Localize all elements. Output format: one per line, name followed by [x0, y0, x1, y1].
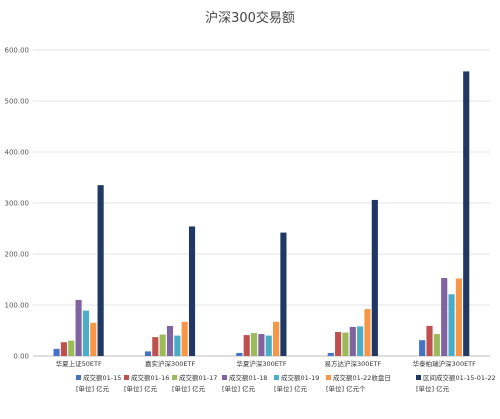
bar [243, 335, 250, 356]
bar [364, 309, 371, 356]
bar [455, 278, 462, 356]
legend-unit: [单位] 亿元 [416, 384, 450, 393]
bar [75, 299, 82, 356]
y-tick-label: 500.00 [5, 98, 30, 106]
bar [265, 335, 272, 356]
legend-label: 成交额01-19 [281, 373, 319, 382]
bar [90, 322, 97, 356]
legend-unit: [单位] 亿元 [222, 384, 256, 393]
y-tick-label: 100.00 [5, 302, 30, 310]
bar [53, 348, 60, 356]
bar [433, 334, 440, 356]
y-tick-label: 200.00 [5, 251, 30, 259]
bar [463, 71, 470, 357]
x-axis-categories: 华夏上证50ETF 嘉实沪深300ETF 华夏沪深300ETF 易方达沪深300ETF… [56, 359, 477, 368]
y-axis-ticks: 0.00 100.00 200.00 300.00 400.00 500.00 600.00 [5, 47, 30, 361]
legend-unit: [单位] 亿元 [172, 384, 206, 393]
legend-label: 成交额01-22收盘日 [333, 373, 391, 382]
bar [258, 334, 265, 356]
bar [419, 340, 426, 356]
grid-lines [33, 49, 490, 357]
y-tick-label: 400.00 [5, 149, 30, 157]
bars [53, 71, 470, 357]
bar [159, 334, 166, 356]
bar [371, 199, 378, 356]
bar [280, 232, 287, 356]
bar [152, 337, 159, 356]
bar [441, 277, 448, 356]
legend-label: 成交额01-15 [83, 373, 121, 382]
bar [236, 352, 243, 356]
bar [335, 332, 342, 356]
bar [250, 333, 258, 356]
bar [68, 340, 75, 356]
bar [349, 326, 356, 356]
x-category-label: 易方达沪深300ETF [325, 359, 382, 368]
y-tick-label: 0.00 [13, 353, 29, 361]
x-category-label: 华夏沪深300ETF [236, 359, 286, 368]
bar [166, 325, 174, 356]
legend-swatch [416, 375, 421, 380]
x-category-label: 华夏上证50ETF [56, 359, 102, 368]
x-category-label: 华泰柏瑞沪深300ETF [413, 359, 476, 368]
legend-label: 区间成交额01-15-01-22 [423, 373, 496, 382]
bar [174, 335, 181, 356]
legend-unit: [单位] 亿元 [76, 384, 110, 393]
y-tick-label: 300.00 [5, 200, 30, 208]
legend-swatch [76, 375, 81, 380]
chart-title: 沪深300交易额 [205, 10, 295, 26]
x-category-label: 嘉实沪深300ETF [145, 359, 195, 368]
legend-label: 成交额01-16 [131, 373, 169, 382]
bar [357, 326, 364, 356]
bar [426, 325, 433, 356]
y-tick-label: 600.00 [5, 47, 30, 55]
bar [273, 321, 280, 356]
bar [97, 185, 104, 356]
legend-unit: [单位] 亿元 [124, 384, 158, 393]
bar [144, 351, 152, 356]
bar [327, 352, 334, 356]
bar [342, 332, 349, 356]
legend-swatch [274, 375, 279, 380]
legend-swatch [172, 375, 177, 380]
bar [188, 226, 196, 356]
legend-swatch [222, 375, 227, 380]
bar [448, 294, 455, 356]
bar [60, 342, 67, 356]
legend-label: 成交额01-17 [179, 373, 217, 382]
legend-unit: [单位] 亿元 [274, 384, 308, 393]
bar [181, 321, 188, 356]
legend-label: 成交额01-18 [229, 373, 267, 382]
legend-swatch [124, 375, 129, 380]
bar [82, 310, 90, 356]
legend-swatch [326, 375, 331, 380]
legend-unit: [单位] 亿元个 [326, 384, 366, 393]
